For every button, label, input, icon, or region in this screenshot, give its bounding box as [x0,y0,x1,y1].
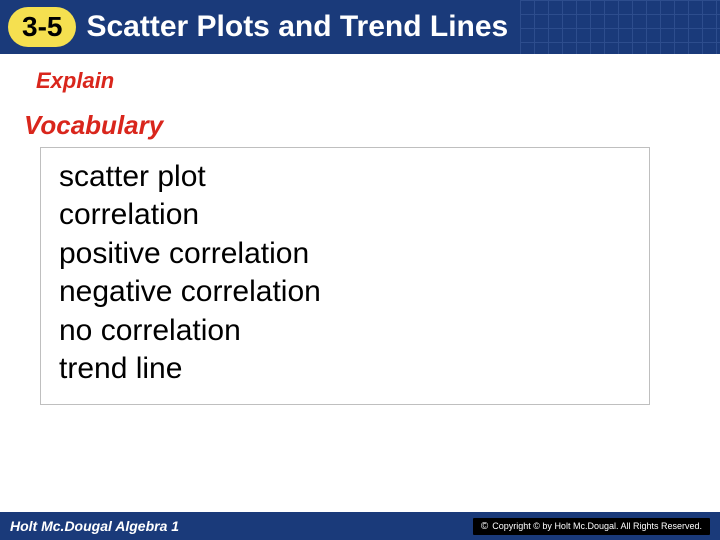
vocab-term: positive correlation [59,235,631,273]
slide: 3-5 Scatter Plots and Trend Lines Explai… [0,0,720,540]
lesson-number-badge: 3-5 [8,7,76,47]
slide-footer: Holt Mc.Dougal Algebra 1 © Copyright © b… [0,512,720,540]
vocab-term: trend line [59,350,631,388]
vocab-term: negative correlation [59,273,631,311]
vocab-term: no correlation [59,312,631,350]
copyright-badge: © Copyright © by Holt Mc.Dougal. All Rig… [473,518,710,535]
vocabulary-heading: Vocabulary [24,110,720,141]
explain-subheading: Explain [36,68,720,94]
copyright-icon: © [481,521,488,532]
vocab-term: scatter plot [59,158,631,196]
slide-title: Scatter Plots and Trend Lines [86,10,508,44]
vocab-term: correlation [59,196,631,234]
header-grid-decoration [520,0,720,54]
footer-textbook-label: Holt Mc.Dougal Algebra 1 [10,518,179,534]
copyright-text: Copyright © by Holt Mc.Dougal. All Right… [492,521,702,531]
slide-header: 3-5 Scatter Plots and Trend Lines [0,0,720,54]
vocabulary-box: scatter plot correlation positive correl… [40,147,650,405]
